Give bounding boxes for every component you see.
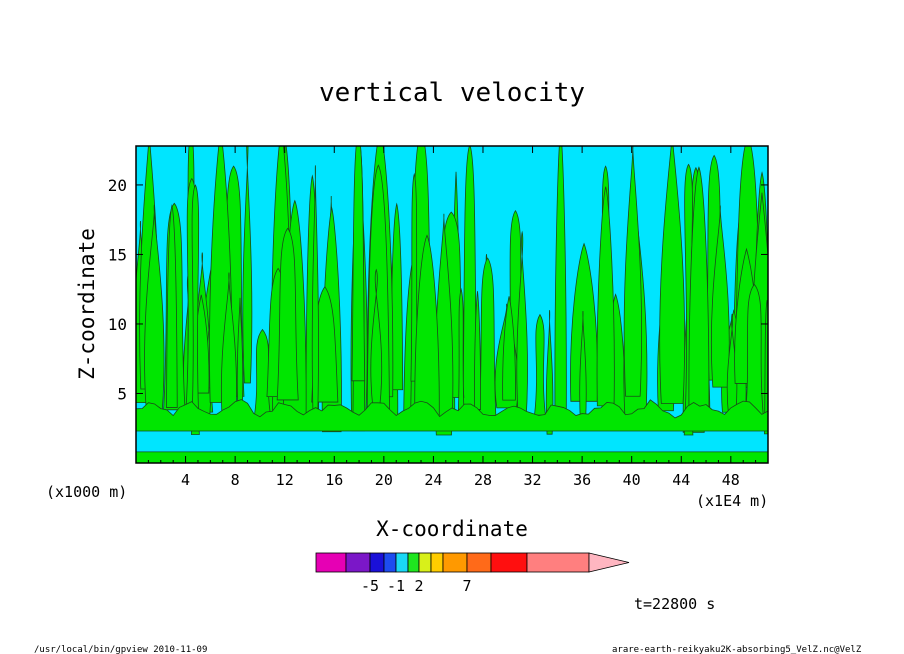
colorbar-swatch <box>526 552 590 573</box>
x-tick-label: 24 <box>424 471 442 489</box>
x-tick-label: 40 <box>623 471 641 489</box>
x-tick-label: 48 <box>722 471 740 489</box>
colorbar-label: -5 <box>361 577 379 595</box>
updraft-plume <box>457 287 465 414</box>
x-axis: 4 8 12 16 20 24 28 32 36 40 44 48 <box>147 146 757 489</box>
updraft-plume <box>144 204 165 411</box>
time-label: t=22800 s <box>634 595 715 613</box>
footer-right: arare-earth-reikyaku2K-absorbing5_VelZ.n… <box>612 645 862 654</box>
y-tick-label: 20 <box>108 176 127 195</box>
colorbar-label: 2 <box>414 577 423 595</box>
colorbar-swatch <box>418 552 432 573</box>
surface-band <box>136 451 768 463</box>
colorbar-swatch <box>430 552 444 573</box>
y-axis-label: Z-coordinate <box>75 228 99 380</box>
x-tick-label: 36 <box>573 471 591 489</box>
updraft-plume <box>276 227 299 401</box>
x-unit-right: (x1E4 m) <box>696 492 768 510</box>
x-unit-left: (x1000 m) <box>46 483 127 501</box>
updraft-plume <box>516 230 528 422</box>
updraft-plume <box>311 165 319 411</box>
y-tick-label: 15 <box>108 245 127 264</box>
updraft-plume <box>545 310 554 435</box>
updraft-plume <box>410 172 418 382</box>
colorbar-label: -1 <box>387 577 405 595</box>
colorbar-extension <box>588 552 630 573</box>
updraft-plume <box>474 291 481 410</box>
x-tick-label: 4 <box>181 471 190 489</box>
footer-left: /usr/local/bin/gpview 2010-11-09 <box>34 645 207 654</box>
updraft-plume <box>166 204 178 408</box>
updraft-plume <box>659 146 686 404</box>
updraft-plume <box>502 296 516 401</box>
updraft-plume <box>242 146 253 384</box>
updraft-plume <box>764 299 768 435</box>
x-tick-label: 44 <box>672 471 690 489</box>
updraft-plume <box>190 184 200 435</box>
x-tick-label: 16 <box>325 471 343 489</box>
colorbar-swatch <box>345 552 371 573</box>
colorbar-swatch <box>466 552 492 573</box>
chart-title: vertical velocity <box>319 78 585 108</box>
colorbar-swatch <box>442 552 468 573</box>
x-tick-label: 8 <box>231 471 240 489</box>
contour-field <box>136 146 768 463</box>
colorbar-swatch <box>315 552 347 573</box>
updraft-plume <box>623 146 642 397</box>
updraft-plume <box>236 297 244 401</box>
y-axis: 5 10 15 20 <box>108 176 768 403</box>
y-tick-label: 10 <box>108 315 127 334</box>
x-tick-label: 20 <box>375 471 393 489</box>
updraft-plume <box>220 272 237 430</box>
updraft-plume <box>579 310 587 422</box>
updraft-plume <box>554 146 567 427</box>
colorbar-swatch <box>395 552 409 573</box>
colorbar-swatch <box>369 552 385 573</box>
updraft-plume <box>596 186 615 407</box>
x-tick-label: 32 <box>524 471 542 489</box>
colorbar-swatch <box>383 552 397 573</box>
updraft-plume <box>688 166 710 416</box>
y-tick-label: 5 <box>117 384 127 403</box>
x-tick-label: 28 <box>474 471 492 489</box>
updraft-plume <box>710 205 730 388</box>
plot-frame <box>135 145 769 464</box>
updraft-plume <box>534 313 546 416</box>
colorbar-label: 7 <box>462 577 471 595</box>
updraft-plume <box>414 234 440 430</box>
x-tick-label: 12 <box>276 471 294 489</box>
updraft-plume <box>351 146 366 382</box>
updraft-plume <box>744 283 765 422</box>
colorbar: -5 -1 2 7 <box>315 552 630 595</box>
colorbar-swatch <box>490 552 528 573</box>
colorbar-swatch <box>407 552 420 573</box>
updraft-plume <box>370 268 383 407</box>
updraft-plume <box>478 257 497 429</box>
low-level-band <box>136 399 768 432</box>
x-axis-label: X-coordinate <box>376 517 528 541</box>
